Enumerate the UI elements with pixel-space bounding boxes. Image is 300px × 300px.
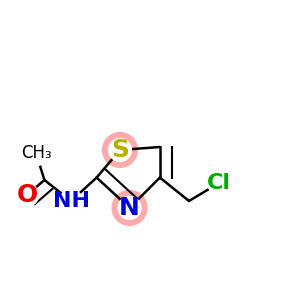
Text: CH₃: CH₃ [21,144,51,162]
Circle shape [103,133,137,167]
Circle shape [23,140,49,166]
Text: NH: NH [52,191,90,211]
Text: Cl: Cl [207,173,231,193]
Circle shape [60,190,82,212]
Circle shape [208,172,230,194]
Circle shape [16,184,38,206]
Text: O: O [16,183,38,207]
Circle shape [112,190,147,225]
Text: N: N [119,196,140,220]
Circle shape [109,139,131,161]
Circle shape [118,196,141,219]
Text: S: S [111,138,129,162]
